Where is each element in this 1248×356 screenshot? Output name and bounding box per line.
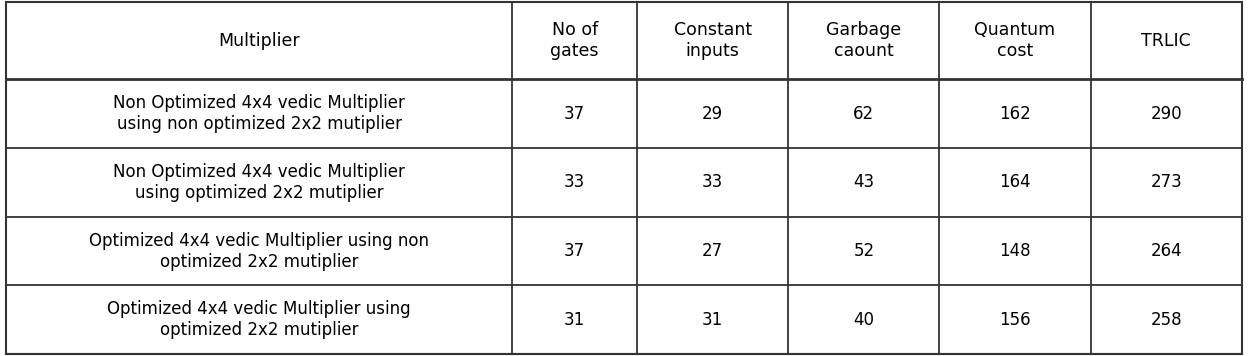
Text: 31: 31 — [564, 311, 585, 329]
Text: Optimized 4x4 vedic Multiplier using non
optimized 2x2 mutiplier: Optimized 4x4 vedic Multiplier using non… — [90, 232, 429, 271]
Text: 290: 290 — [1151, 105, 1182, 123]
Text: 33: 33 — [703, 173, 724, 192]
Text: Constant
inputs: Constant inputs — [674, 21, 751, 60]
Text: 148: 148 — [1000, 242, 1031, 260]
Text: 62: 62 — [854, 105, 875, 123]
Text: Non Optimized 4x4 vedic Multiplier
using optimized 2x2 mutiplier: Non Optimized 4x4 vedic Multiplier using… — [114, 163, 406, 202]
Text: 264: 264 — [1151, 242, 1182, 260]
Text: 37: 37 — [564, 105, 585, 123]
Text: 37: 37 — [564, 242, 585, 260]
Text: No of
gates: No of gates — [550, 21, 599, 60]
Text: Multiplier: Multiplier — [218, 32, 300, 49]
Text: Non Optimized 4x4 vedic Multiplier
using non optimized 2x2 mutiplier: Non Optimized 4x4 vedic Multiplier using… — [114, 94, 406, 133]
Text: 273: 273 — [1151, 173, 1182, 192]
Text: 258: 258 — [1151, 311, 1182, 329]
Text: TRLIC: TRLIC — [1142, 32, 1191, 49]
Text: Quantum
cost: Quantum cost — [975, 21, 1056, 60]
Text: Garbage
caount: Garbage caount — [826, 21, 901, 60]
Text: 31: 31 — [703, 311, 724, 329]
Text: 43: 43 — [854, 173, 875, 192]
Text: 40: 40 — [854, 311, 875, 329]
Text: 162: 162 — [1000, 105, 1031, 123]
Text: 29: 29 — [703, 105, 724, 123]
Text: 27: 27 — [703, 242, 724, 260]
Text: Optimized 4x4 vedic Multiplier using
optimized 2x2 mutiplier: Optimized 4x4 vedic Multiplier using opt… — [107, 300, 411, 339]
Text: 33: 33 — [564, 173, 585, 192]
Text: 156: 156 — [1000, 311, 1031, 329]
Text: 164: 164 — [1000, 173, 1031, 192]
Text: 52: 52 — [854, 242, 875, 260]
